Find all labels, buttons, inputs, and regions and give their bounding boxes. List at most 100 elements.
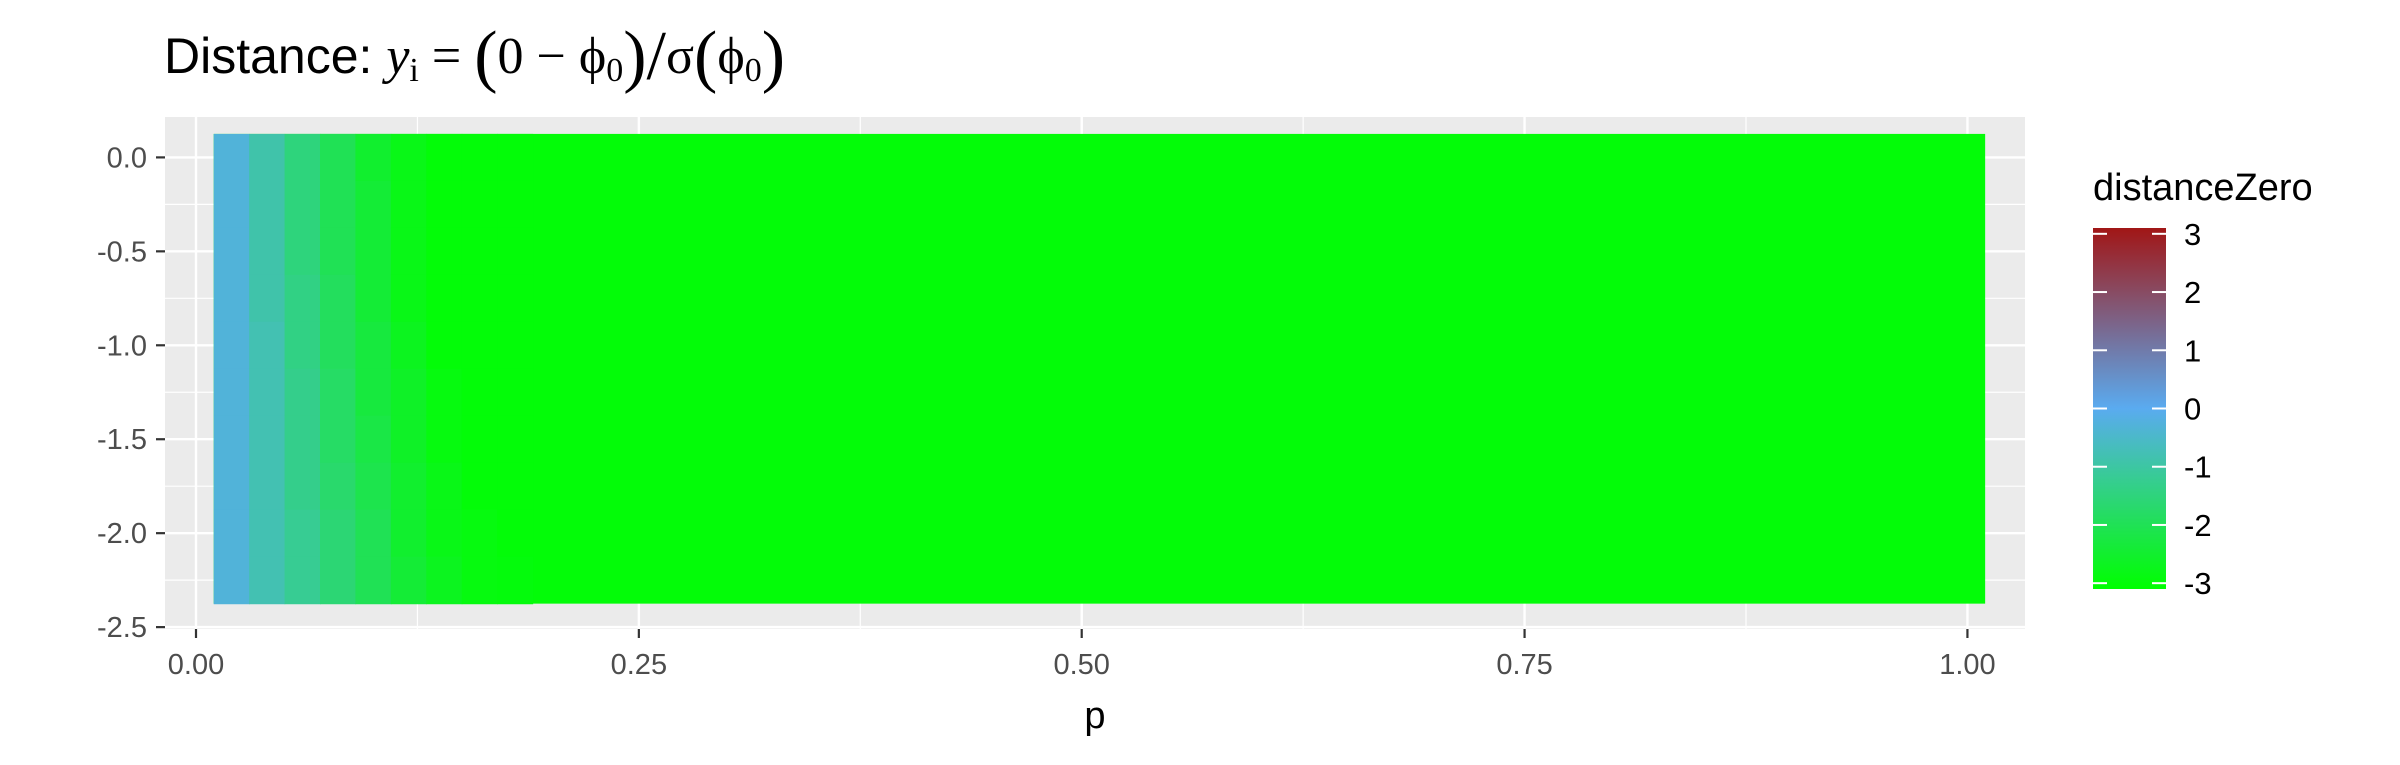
heatmap-tile bbox=[320, 556, 357, 605]
title-sub-0-2: 0 bbox=[744, 52, 762, 89]
heatmap-tile bbox=[497, 274, 534, 323]
heatmap-tile bbox=[213, 509, 250, 558]
x-tick-label: 0.75 bbox=[1496, 649, 1552, 681]
heatmap-tile bbox=[426, 415, 463, 464]
heatmap-tile bbox=[320, 368, 357, 417]
heatmap-tile bbox=[284, 509, 321, 558]
y-axis: 0.0 -0.5 -1.0 -1.5 -2.0 -2.5 bbox=[97, 142, 165, 644]
heatmap-tile bbox=[284, 321, 321, 370]
heatmap-tile bbox=[497, 368, 534, 417]
legend-label: 2 bbox=[2184, 275, 2201, 310]
title-open-paren: ( bbox=[474, 18, 498, 95]
heatmap-tile bbox=[249, 180, 286, 229]
x-tick-label: 0.00 bbox=[168, 649, 224, 681]
heatmap-tile bbox=[320, 227, 357, 276]
title-phi: ϕ bbox=[578, 28, 607, 85]
heatmap-tile bbox=[249, 274, 286, 323]
heatmap-tile bbox=[284, 556, 321, 605]
x-tick-label: 1.00 bbox=[1939, 649, 1995, 681]
heatmap-tile bbox=[213, 556, 250, 605]
title-formula: yi = (0 − ϕ0)/σ(ϕ0) bbox=[386, 21, 785, 93]
heatmap-tiles bbox=[213, 133, 1986, 605]
heatmap-tile bbox=[249, 462, 286, 511]
title-y: y bbox=[386, 28, 410, 85]
legend-title: distanceZero bbox=[2093, 167, 2313, 209]
heatmap-tile bbox=[249, 227, 286, 276]
title-sub-0: 0 bbox=[606, 52, 624, 89]
heatmap-tile bbox=[355, 133, 392, 182]
y-tick-label: -1.5 bbox=[97, 424, 147, 456]
heatmap-tile bbox=[249, 133, 286, 182]
heatmap-tile bbox=[461, 415, 498, 464]
heatmap-tile bbox=[284, 368, 321, 417]
heatmap-tile bbox=[320, 274, 357, 323]
x-tick-label: 0.50 bbox=[1053, 649, 1109, 681]
x-axis-label: p bbox=[1084, 695, 1105, 737]
heatmap-tile bbox=[249, 509, 286, 558]
heatmap-tile bbox=[497, 227, 534, 276]
heatmap-tile bbox=[390, 509, 427, 558]
title-open-paren-2: ( bbox=[694, 18, 718, 95]
chart-title: Distance: yi = (0 − ϕ0)/σ(ϕ0) bbox=[164, 20, 785, 107]
title-close-paren-2: ) bbox=[761, 18, 786, 95]
heatmap-tile bbox=[320, 509, 357, 558]
heatmap-tile bbox=[497, 556, 534, 605]
legend-label: -2 bbox=[2184, 508, 2212, 543]
heatmap-tile bbox=[426, 321, 463, 370]
heatmap-tile bbox=[461, 368, 498, 417]
heatmap-tile bbox=[355, 368, 392, 417]
heatmap-tile bbox=[390, 556, 427, 605]
heatmap-tile bbox=[426, 556, 463, 605]
heatmap-tile bbox=[213, 415, 250, 464]
heatmap-tile bbox=[355, 556, 392, 605]
heatmap-tile bbox=[461, 556, 498, 605]
title-zero-minus: 0 − bbox=[497, 28, 579, 85]
heatmap-tile bbox=[355, 227, 392, 276]
title-equals: = bbox=[418, 28, 475, 85]
heatmap-tile bbox=[284, 274, 321, 323]
legend-label: -3 bbox=[2184, 566, 2212, 601]
heatmap-tile bbox=[213, 321, 250, 370]
heatmap-tile bbox=[426, 133, 463, 182]
heatmap-tile bbox=[461, 274, 498, 323]
heatmap-tile bbox=[355, 462, 392, 511]
x-axis: 0.00 0.25 0.50 0.75 1.00 bbox=[168, 629, 1996, 681]
title-close-paren: ) bbox=[623, 18, 647, 95]
title-sub-i: i bbox=[409, 52, 419, 89]
heatmap-tile bbox=[426, 274, 463, 323]
heatmap-tile bbox=[461, 133, 498, 182]
heatmap-tile bbox=[497, 180, 534, 229]
legend-ticks: 3 2 1 0 -1 -2 -3 bbox=[2093, 217, 2212, 601]
heatmap-tile bbox=[213, 274, 250, 323]
heatmap-tile bbox=[249, 556, 286, 605]
heatmap-tile bbox=[320, 133, 357, 182]
heatmap-tile bbox=[497, 462, 534, 511]
heatmap-tile bbox=[284, 462, 321, 511]
y-tick-label: -2.0 bbox=[97, 518, 147, 550]
heatmap-tile bbox=[320, 321, 357, 370]
heatmap-tile bbox=[390, 180, 427, 229]
y-tick-label: -1.0 bbox=[97, 330, 147, 362]
heatmap-tile bbox=[426, 227, 463, 276]
heatmap-tile bbox=[390, 274, 427, 323]
title-sigma: σ bbox=[665, 28, 695, 85]
heatmap-tile bbox=[497, 509, 534, 558]
legend-label: 3 bbox=[2184, 217, 2201, 252]
heatmap-tile bbox=[390, 462, 427, 511]
heatmap-tile bbox=[426, 462, 463, 511]
heatmap-tile bbox=[284, 133, 321, 182]
heatmap-tile bbox=[390, 227, 427, 276]
heatmap-tile bbox=[390, 133, 427, 182]
heatmap-tile bbox=[355, 274, 392, 323]
heatmap-tile bbox=[390, 415, 427, 464]
heatmap-tile bbox=[497, 415, 534, 464]
heatmap-tile bbox=[249, 321, 286, 370]
y-tick-label: -0.5 bbox=[97, 236, 147, 268]
y-tick-label: 0.0 bbox=[107, 142, 147, 174]
title-phi-2: ϕ bbox=[717, 28, 745, 85]
legend-label: 1 bbox=[2184, 333, 2201, 368]
legend-label: -1 bbox=[2184, 450, 2212, 485]
heatmap-tile bbox=[461, 321, 498, 370]
heatmap-tile bbox=[355, 321, 392, 370]
